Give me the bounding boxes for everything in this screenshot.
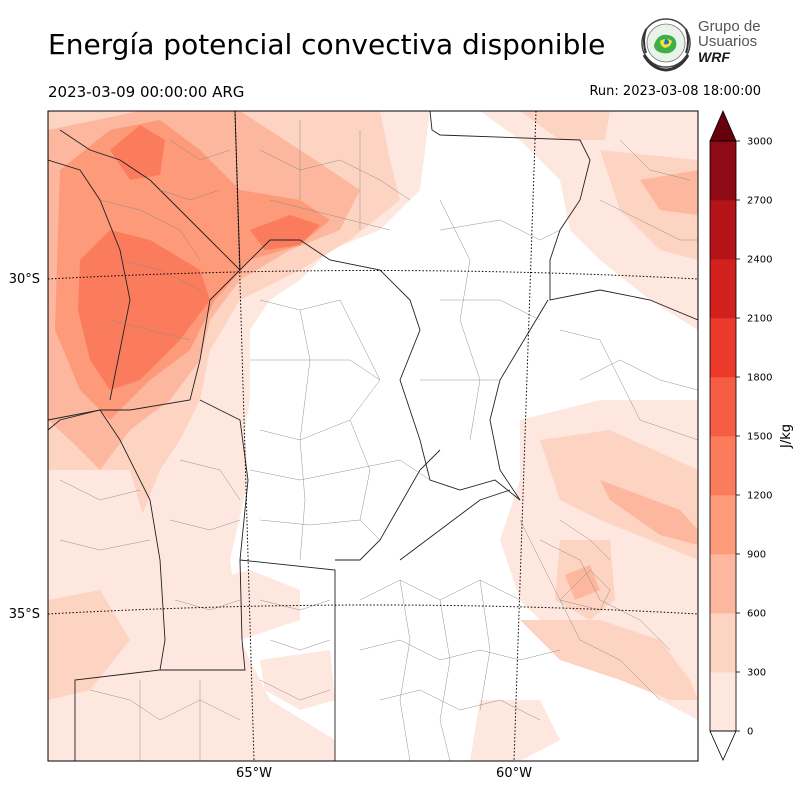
lat-label-35s: 35°S xyxy=(9,607,40,622)
lon-label-60w: 60°W xyxy=(496,766,532,781)
lon-label-65w: 65°W xyxy=(236,766,272,781)
graticule xyxy=(48,111,698,761)
province-boundaries xyxy=(48,111,698,761)
valid-time: 2023-03-09 00:00:00 ARG xyxy=(48,83,245,101)
cape-fill-layer xyxy=(48,111,698,761)
department-boundaries xyxy=(59,120,698,761)
logo-line3: WRF xyxy=(698,49,730,65)
lat-label-30s: 30°S xyxy=(9,272,40,287)
wrf-logo: Grupo de Usuarios WRF xyxy=(638,15,762,73)
map-frame xyxy=(47,110,699,762)
chart-title: Energía potencial convectiva disponible xyxy=(48,28,606,61)
run-time: Run: 2023-03-08 18:00:00 xyxy=(589,84,761,99)
wrf-globe-emblem-icon xyxy=(641,18,691,72)
logo-line1: Grupo de xyxy=(698,18,761,35)
logo-line2: Usuarios xyxy=(698,33,758,50)
